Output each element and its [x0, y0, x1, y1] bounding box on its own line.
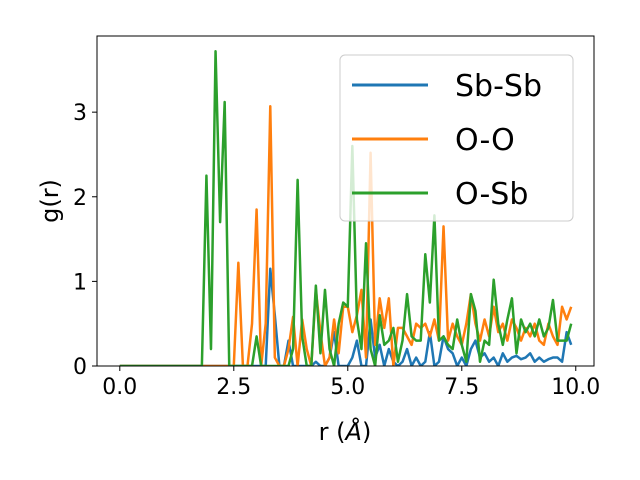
- legend-label-o-o: O-O: [455, 123, 515, 158]
- y-axis-label: g(r): [36, 179, 64, 223]
- y-tick-label: 0: [73, 355, 87, 380]
- series-line-sb-sb: [119, 267, 573, 366]
- x-tick-label: 10.0: [551, 375, 600, 400]
- legend: Sb-Sb O-O O-Sb: [339, 54, 574, 222]
- series-line-o-sb: [119, 49, 573, 366]
- y-axis: 0 1 2 3: [73, 101, 97, 380]
- x-tick-label: 2.5: [216, 375, 251, 400]
- legend-label-sb-sb: Sb-Sb: [455, 69, 542, 104]
- y-tick-label: 3: [73, 101, 87, 126]
- plot-area: [119, 49, 573, 366]
- legend-label-o-sb: O-Sb: [455, 177, 528, 212]
- x-axis-label: r (Å): [319, 417, 372, 446]
- y-tick-label: 1: [73, 270, 87, 295]
- plot-frame: [96, 35, 595, 367]
- series-layer: [119, 49, 573, 366]
- x-axis: 0.0 2.5 5.0 7.5 10.0: [102, 366, 600, 400]
- x-tick-label: 0.0: [102, 375, 137, 400]
- y-tick-label: 2: [73, 186, 87, 211]
- x-tick-label: 5.0: [330, 375, 365, 400]
- legend-box: [339, 54, 574, 222]
- x-tick-label: 7.5: [444, 375, 479, 400]
